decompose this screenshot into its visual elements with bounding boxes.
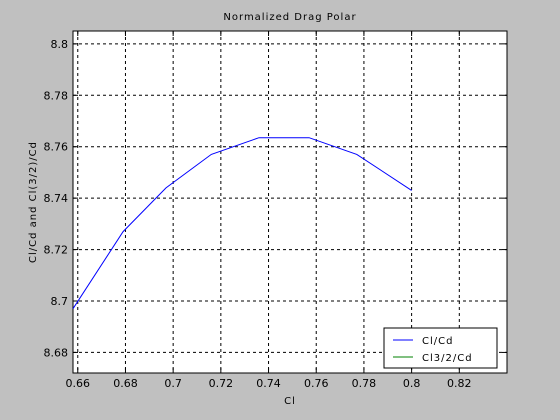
y-tick-label: 8.74 (44, 192, 69, 205)
x-tick-label: 0.8 (403, 377, 421, 390)
y-tick-label: 8.8 (51, 38, 69, 51)
plot-area (72, 30, 508, 374)
x-tick-label: 0.74 (256, 377, 281, 390)
series-layer (72, 137, 412, 309)
x-tick-label: 0.72 (209, 377, 234, 390)
grid (73, 31, 507, 373)
chart-title: Normalized Drag Polar (223, 12, 356, 23)
legend-label-cl-cd: Cl/Cd (422, 336, 453, 347)
y-tick-label: 8.68 (44, 346, 69, 359)
x-tick-label: 0.68 (113, 377, 138, 390)
x-tick-label: 0.66 (66, 377, 91, 390)
x-tick-label: 0.7 (164, 377, 182, 390)
x-tick-label: 0.76 (304, 377, 329, 390)
axis-ticks: 0.66 0.68 0.7 0.72 0.74 0.76 0.78 0.8 0.82 8.68 8.… (44, 31, 507, 390)
legend-label-cl32-cd: Cl3/2/Cd (422, 353, 473, 364)
y-tick-label: 8.72 (44, 244, 69, 257)
x-axis-title: Cl (284, 396, 296, 407)
x-tick-label: 0.78 (352, 377, 377, 390)
y-tick-label: 8.7 (51, 295, 69, 308)
y-tick-label: 8.78 (44, 89, 69, 102)
series-line (72, 137, 412, 309)
x-tick-label: 0.82 (447, 377, 472, 390)
y-tick-label: 8.76 (44, 141, 69, 154)
y-axis-title: Cl/Cd and Cl(3/2)/Cd (28, 141, 39, 263)
legend-box (383, 327, 498, 369)
legend: Cl/Cd Cl3/2/Cd (383, 327, 498, 369)
